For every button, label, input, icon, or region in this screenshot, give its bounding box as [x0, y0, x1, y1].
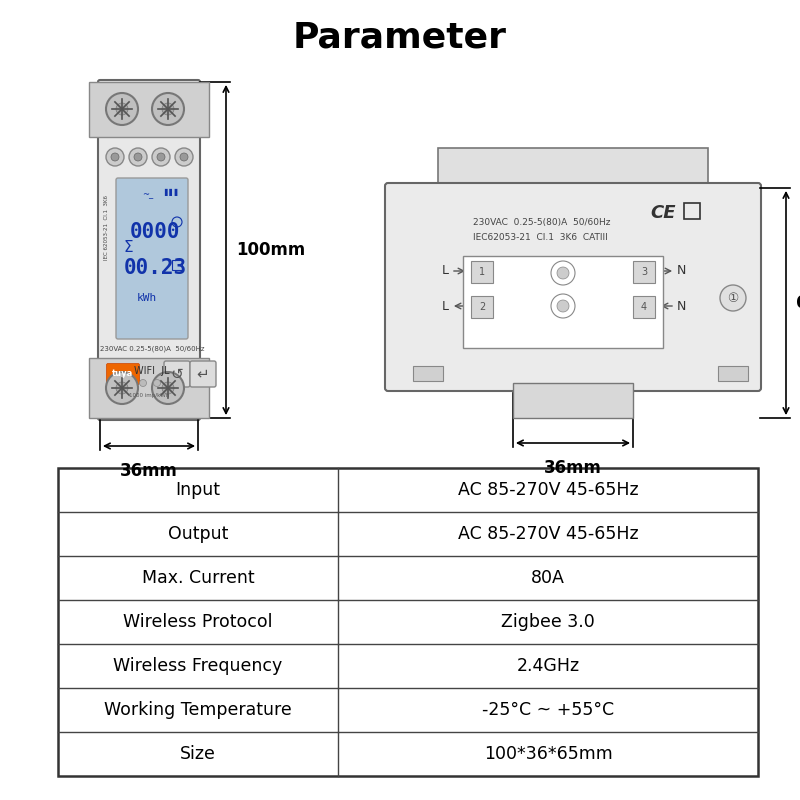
Text: CE: CE: [650, 204, 676, 222]
Text: Zigbee 3.0: Zigbee 3.0: [501, 613, 595, 631]
Text: Output: Output: [168, 525, 228, 543]
Text: Wireless Frequency: Wireless Frequency: [114, 657, 282, 675]
Text: ▌▌▌: ▌▌▌: [164, 189, 180, 195]
Text: L: L: [442, 265, 449, 278]
Text: N: N: [676, 299, 686, 313]
Bar: [633, 261, 655, 283]
Text: 00.23: 00.23: [124, 258, 187, 278]
Text: 100*36*65mm: 100*36*65mm: [484, 745, 612, 763]
Text: L: L: [442, 299, 449, 313]
FancyBboxPatch shape: [98, 80, 200, 420]
Text: IEC62053-21  Cl.1  3K6  CATIII: IEC62053-21 Cl.1 3K6 CATIII: [473, 234, 608, 242]
Circle shape: [557, 267, 569, 279]
Text: Input: Input: [175, 481, 221, 499]
Text: 4: 4: [641, 302, 647, 312]
Circle shape: [111, 153, 119, 161]
Bar: [471, 261, 493, 283]
Bar: [172, 260, 182, 270]
Text: 1000 imp/kWh: 1000 imp/kWh: [129, 393, 169, 398]
Text: Wireless Protocol: Wireless Protocol: [123, 613, 273, 631]
Circle shape: [152, 93, 184, 125]
Circle shape: [134, 153, 142, 161]
Text: 100mm: 100mm: [236, 241, 306, 259]
Circle shape: [106, 372, 138, 404]
Circle shape: [116, 103, 128, 115]
Bar: [513, 383, 633, 418]
FancyBboxPatch shape: [385, 183, 761, 391]
Text: Σ: Σ: [123, 241, 133, 255]
Circle shape: [551, 294, 575, 318]
Circle shape: [162, 382, 174, 394]
Circle shape: [116, 382, 128, 394]
Circle shape: [157, 153, 165, 161]
Text: 80A: 80A: [531, 569, 565, 587]
Bar: [438, 148, 708, 188]
FancyBboxPatch shape: [164, 361, 190, 387]
Circle shape: [139, 379, 146, 386]
Text: 36mm: 36mm: [544, 459, 602, 477]
Text: 65mm: 65mm: [796, 294, 800, 312]
Text: ↵: ↵: [197, 366, 210, 382]
Text: 230VAC 0.25-5(80)A  50/60Hz: 230VAC 0.25-5(80)A 50/60Hz: [100, 346, 204, 352]
Bar: [463, 256, 663, 348]
Text: 0000: 0000: [130, 222, 181, 242]
Text: Parameter: Parameter: [293, 21, 507, 55]
Circle shape: [152, 148, 170, 166]
Text: Working Temperature: Working Temperature: [104, 701, 292, 719]
Text: N: N: [676, 265, 686, 278]
Text: 36mm: 36mm: [120, 462, 178, 480]
Text: kWh: kWh: [137, 293, 157, 303]
Text: 2: 2: [479, 302, 485, 312]
Text: 2.4GHz: 2.4GHz: [517, 657, 579, 675]
FancyBboxPatch shape: [106, 363, 139, 385]
Circle shape: [106, 93, 138, 125]
Text: tuya: tuya: [112, 370, 134, 378]
Text: Size: Size: [180, 745, 216, 763]
FancyBboxPatch shape: [190, 361, 216, 387]
Circle shape: [175, 148, 193, 166]
Bar: [684, 203, 700, 219]
Circle shape: [162, 103, 174, 115]
Text: WIFI  JL: WIFI JL: [134, 366, 170, 376]
Circle shape: [557, 300, 569, 312]
Text: ①: ①: [727, 291, 738, 305]
Bar: [413, 366, 443, 381]
Text: AC 85-270V 45-65Hz: AC 85-270V 45-65Hz: [458, 525, 638, 543]
Bar: [89, 358, 209, 418]
Circle shape: [106, 148, 124, 166]
Text: ↺: ↺: [170, 366, 183, 382]
Bar: [633, 296, 655, 318]
Bar: [471, 296, 493, 318]
Circle shape: [129, 148, 147, 166]
Bar: [718, 366, 748, 381]
Circle shape: [152, 372, 184, 404]
Circle shape: [154, 379, 161, 386]
Text: 3: 3: [641, 267, 647, 277]
Text: 230VAC  0.25-5(80)A  50/60Hz: 230VAC 0.25-5(80)A 50/60Hz: [473, 218, 610, 227]
Text: AC 85-270V 45-65Hz: AC 85-270V 45-65Hz: [458, 481, 638, 499]
Bar: [89, 82, 209, 137]
Bar: [58, 468, 758, 776]
Text: IEC 62053-21  Cl.1  3K6: IEC 62053-21 Cl.1 3K6: [105, 194, 110, 259]
Text: Max. Current: Max. Current: [142, 569, 254, 587]
Text: 1: 1: [479, 267, 485, 277]
Circle shape: [551, 261, 575, 285]
Circle shape: [720, 285, 746, 311]
FancyBboxPatch shape: [116, 178, 188, 339]
Text: ~_: ~_: [142, 190, 153, 199]
Text: -25°C ~ +55°C: -25°C ~ +55°C: [482, 701, 614, 719]
Circle shape: [180, 153, 188, 161]
